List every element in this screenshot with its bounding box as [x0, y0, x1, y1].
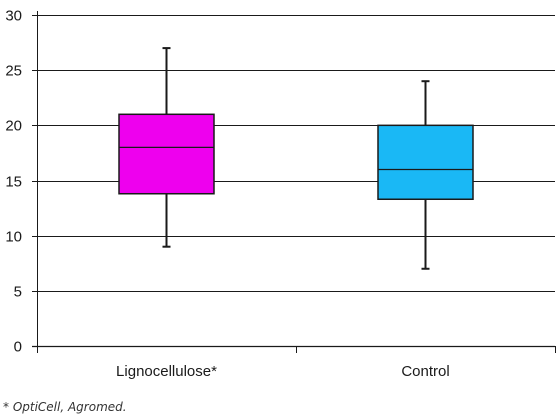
gridlines	[37, 15, 555, 292]
x-axis-category-labels: Lignocellulose* Control	[116, 363, 450, 380]
y-tick-label: 0	[14, 339, 22, 356]
box-lignocellulose	[118, 47, 215, 248]
box-series	[118, 47, 474, 270]
y-tick-label: 30	[5, 8, 22, 25]
iqr-box	[118, 113, 215, 195]
box-control	[377, 80, 474, 270]
y-tick-label: 25	[5, 63, 22, 80]
y-tick-label: 5	[14, 284, 22, 301]
y-tick-label: 15	[5, 174, 22, 191]
y-tick-label: 20	[5, 118, 22, 135]
x-category-label: Control	[401, 363, 449, 380]
y-tick-label: 10	[5, 229, 22, 246]
axes	[32, 11, 556, 353]
x-category-label: Lignocellulose*	[116, 363, 217, 380]
iqr-box	[377, 124, 474, 201]
y-axis-tick-labels: 0 5 10 15 20 25 30	[5, 8, 22, 356]
footnote: * OptiCell, Agromed.	[3, 400, 127, 414]
